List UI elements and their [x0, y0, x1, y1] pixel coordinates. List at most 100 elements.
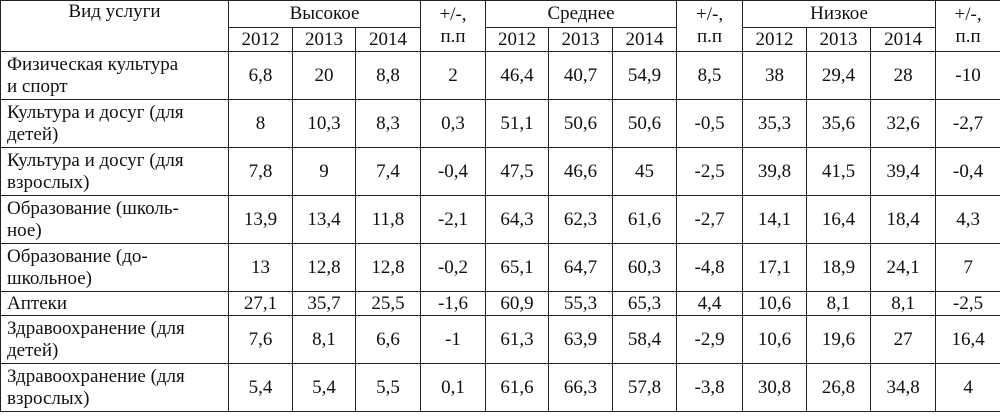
- value-cell: 4: [935, 363, 1000, 412]
- header-row: Вид услуги Высокое +/-, п.п Среднее +/-, п.п Ни…: [0, 0, 1000, 52]
- value-cell: -0,5: [676, 99, 744, 148]
- value-cell: 7,4: [354, 147, 422, 196]
- row-label: Здравоохранение (для детей): [0, 315, 229, 364]
- row-label: Физическая культура и спорт: [0, 51, 229, 100]
- value-cell: 63,9: [548, 315, 614, 364]
- value-cell: -0,4: [420, 147, 487, 196]
- value-cell: 26,8: [806, 363, 872, 412]
- value-cell: 66,3: [548, 363, 614, 412]
- row-label-line: Культура и досуг (для: [7, 101, 184, 123]
- value-cell: 35,6: [806, 99, 872, 148]
- value-cell: 13,9: [228, 195, 293, 244]
- value-cell: 9: [292, 147, 356, 196]
- value-cell: 65,3: [612, 291, 678, 316]
- value-cell: 30,8: [742, 363, 808, 412]
- value-cell: 35,3: [742, 99, 808, 148]
- year-header: 2012: [228, 27, 293, 52]
- value-cell: 6,6: [354, 315, 422, 364]
- row-label: Образование (до-школьное): [0, 243, 229, 292]
- value-cell: 0,3: [420, 99, 487, 148]
- value-cell: 7,6: [228, 315, 293, 364]
- value-cell: 16,4: [806, 195, 872, 244]
- data-row: Образование (школь-ное) 13,9 13,4 11,8 -2,1 6…: [0, 195, 1000, 244]
- value-cell: 58,4: [612, 315, 678, 364]
- value-cell: 24,1: [870, 243, 937, 292]
- value-cell: -0,2: [420, 243, 487, 292]
- value-cell: 8,3: [354, 99, 422, 148]
- value-cell: 17,1: [742, 243, 808, 292]
- value-cell: 10,6: [742, 315, 808, 364]
- row-label-line: Физическая культура: [7, 53, 179, 75]
- value-cell: 54,9: [612, 51, 678, 100]
- value-cell: 60,3: [612, 243, 678, 292]
- year-header: 2013: [292, 27, 356, 52]
- data-row: Здравоохранение (для взрослых) 5,4 5,4 5,5 0,…: [0, 363, 1000, 412]
- value-cell: 20: [292, 51, 356, 100]
- value-cell: 55,3: [548, 291, 614, 316]
- value-cell: -2,7: [935, 99, 1000, 148]
- row-label-line: детей): [7, 339, 59, 361]
- value-cell: 28: [870, 51, 937, 100]
- change-header: +/-, п.п: [676, 0, 744, 52]
- value-cell: 60,9: [485, 291, 550, 316]
- data-row: Здравоохранение (для детей) 7,6 8,1 6,6 -1 61,…: [0, 315, 1000, 364]
- data-row: Культура и досуг (для детей) 8 10,3 8,3 0,3 51…: [0, 99, 1000, 148]
- value-cell: 35,7: [292, 291, 356, 316]
- value-cell: 46,6: [548, 147, 614, 196]
- row-label-line: Аптеки: [7, 292, 68, 314]
- row-label: Культура и досуг (для взрослых): [0, 147, 229, 196]
- value-cell: 5,5: [354, 363, 422, 412]
- value-cell: 16,4: [935, 315, 1000, 364]
- row-label-line: детей): [7, 123, 59, 145]
- value-cell: -0,4: [935, 147, 1000, 196]
- row-label: Образование (школь-ное): [0, 195, 229, 244]
- change-header-line: п.п: [697, 26, 723, 47]
- value-cell: 45: [612, 147, 678, 196]
- group-header: Среднее: [485, 0, 678, 28]
- value-cell: 29,4: [806, 51, 872, 100]
- value-cell: 51,1: [485, 99, 550, 148]
- row-label-line: Образование (до-: [7, 245, 148, 267]
- value-cell: 46,4: [485, 51, 550, 100]
- value-cell: 32,6: [870, 99, 937, 148]
- value-cell: 10,6: [742, 291, 808, 316]
- value-cell: 61,6: [612, 195, 678, 244]
- year-header: 2012: [742, 27, 808, 52]
- data-row: Физическая культура и спорт 6,8 20 8,8 2 46,4 4…: [0, 51, 1000, 100]
- value-cell: 57,8: [612, 363, 678, 412]
- change-header: +/-, п.п: [420, 0, 487, 52]
- value-cell: 6,8: [228, 51, 293, 100]
- value-cell: 27,1: [228, 291, 293, 316]
- value-cell: 18,4: [870, 195, 937, 244]
- value-cell: 40,7: [548, 51, 614, 100]
- value-cell: -4,8: [676, 243, 744, 292]
- value-cell: 64,7: [548, 243, 614, 292]
- value-cell: 39,8: [742, 147, 808, 196]
- value-cell: 2: [420, 51, 487, 100]
- row-label-line: взрослых): [7, 171, 90, 193]
- value-cell: 47,5: [485, 147, 550, 196]
- year-header: 2014: [612, 27, 678, 52]
- value-cell: 13,4: [292, 195, 356, 244]
- value-cell: 50,6: [548, 99, 614, 148]
- value-cell: 14,1: [742, 195, 808, 244]
- value-cell: 8,1: [292, 315, 356, 364]
- value-cell: -1: [420, 315, 487, 364]
- row-label-line: ное): [7, 219, 42, 241]
- row-label: Аптеки: [0, 291, 229, 316]
- change-header: +/-, п.п: [935, 0, 1000, 52]
- group-header: Высокое: [227, 0, 422, 28]
- value-cell: 38: [742, 51, 808, 100]
- value-cell: 4,3: [935, 195, 1000, 244]
- value-cell: 4,4: [676, 291, 744, 316]
- change-header-line: п.п: [440, 26, 466, 47]
- row-label-line: взрослых): [7, 387, 90, 409]
- row-label-line: Здравоохранение (для: [7, 317, 185, 339]
- value-cell: 34,8: [870, 363, 937, 412]
- value-cell: -1,6: [420, 291, 487, 316]
- value-cell: 5,4: [292, 363, 356, 412]
- group-header: Низкое: [742, 0, 937, 28]
- value-cell: -2,7: [676, 195, 744, 244]
- value-cell: -2,5: [676, 147, 744, 196]
